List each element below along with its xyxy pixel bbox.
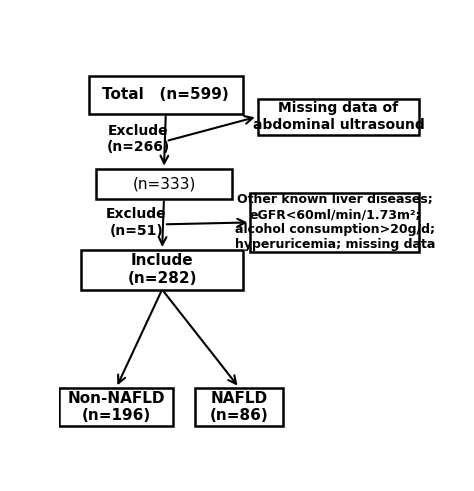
FancyBboxPatch shape — [82, 250, 243, 290]
Text: NAFLD
(n=86): NAFLD (n=86) — [210, 390, 269, 423]
Text: Missing data of
abdominal ultrasound: Missing data of abdominal ultrasound — [253, 102, 424, 132]
FancyBboxPatch shape — [258, 99, 419, 135]
Text: Include
(n=282): Include (n=282) — [128, 253, 197, 286]
FancyBboxPatch shape — [250, 193, 419, 252]
Text: Total   (n=599): Total (n=599) — [102, 87, 229, 102]
Text: Non-NAFLD
(n=196): Non-NAFLD (n=196) — [67, 390, 165, 423]
Text: Other known liver diseases;
eGFR<60ml/min/1.73m²;
alcohol consumption>20g/d;
hyp: Other known liver diseases; eGFR<60ml/mi… — [235, 193, 435, 251]
Text: (n=333): (n=333) — [132, 176, 196, 191]
FancyBboxPatch shape — [59, 388, 173, 426]
FancyBboxPatch shape — [96, 168, 232, 199]
Text: Exclude
(n=266): Exclude (n=266) — [107, 124, 170, 154]
FancyBboxPatch shape — [89, 76, 243, 114]
FancyBboxPatch shape — [195, 388, 283, 426]
Text: Exclude
(n=51): Exclude (n=51) — [106, 207, 167, 238]
